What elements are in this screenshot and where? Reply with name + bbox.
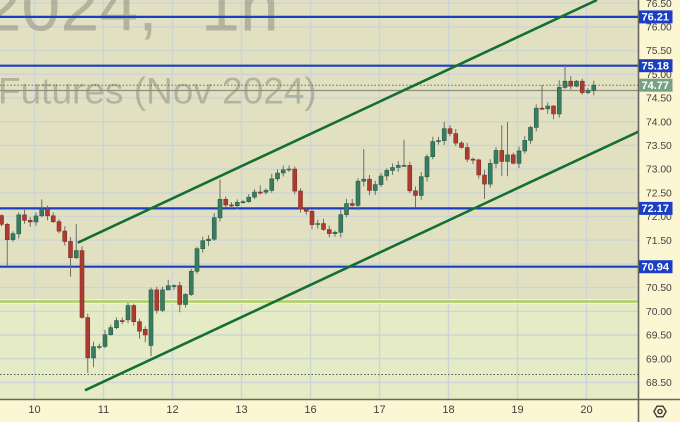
svg-text:74.50: 74.50	[646, 94, 672, 105]
svg-text:72.50: 72.50	[646, 188, 672, 199]
svg-text:76.50: 76.50	[646, 0, 672, 10]
svg-text:10: 10	[28, 404, 40, 416]
svg-text:20: 20	[580, 404, 592, 416]
svg-text:70.00: 70.00	[646, 307, 672, 318]
svg-text:19: 19	[511, 404, 523, 416]
svg-text:70.50: 70.50	[646, 283, 672, 294]
svg-text:13: 13	[235, 404, 247, 416]
svg-text:73.00: 73.00	[646, 165, 672, 176]
svg-text:16: 16	[304, 404, 316, 416]
svg-text:71.50: 71.50	[646, 236, 672, 247]
svg-text:1h: 1h	[201, 0, 279, 46]
svg-text:74.00: 74.00	[646, 117, 672, 128]
svg-text:72.17: 72.17	[642, 203, 670, 215]
svg-text:18: 18	[442, 404, 454, 416]
svg-text:72.00: 72.00	[646, 212, 672, 223]
svg-text:75.18: 75.18	[642, 61, 670, 73]
svg-text:76.21: 76.21	[642, 12, 670, 24]
svg-text:17: 17	[373, 404, 385, 416]
svg-text:75.50: 75.50	[646, 46, 672, 57]
svg-text:2024,: 2024,	[0, 0, 158, 46]
svg-text:12: 12	[166, 404, 178, 416]
svg-text:75.00: 75.00	[646, 70, 672, 81]
svg-text:73.50: 73.50	[646, 141, 672, 152]
svg-text:74.77: 74.77	[642, 80, 670, 92]
svg-text:11: 11	[98, 404, 109, 416]
svg-text:68.50: 68.50	[646, 378, 672, 389]
svg-text:69.50: 69.50	[646, 331, 672, 342]
svg-text:69.00: 69.00	[646, 354, 672, 365]
svg-text:76.00: 76.00	[646, 23, 672, 34]
svg-text:70.94: 70.94	[642, 262, 670, 274]
